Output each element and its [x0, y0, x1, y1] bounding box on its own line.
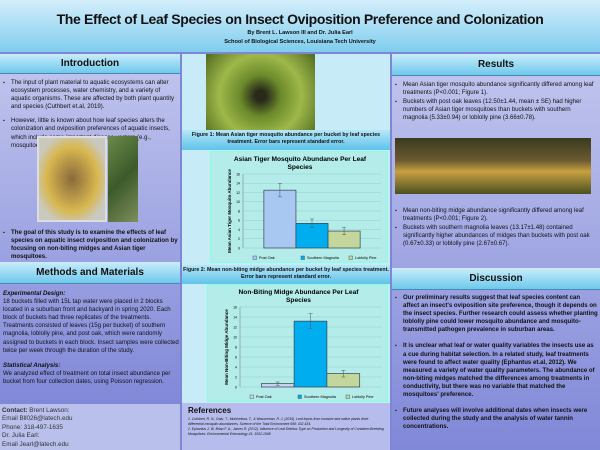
introduction-heading: Introduction — [0, 54, 180, 74]
y-axis-label: Mean Asian Tiger Mosquito Abundance — [227, 169, 232, 253]
bar-southern-magnolia — [293, 320, 328, 388]
y-tick-label: 2 — [235, 375, 237, 379]
contact-label: Contact: — [2, 407, 28, 414]
references-heading: References — [188, 406, 232, 415]
reference-item: 2. Ephantus J. W, Brian F. A., James R. … — [188, 427, 384, 436]
contact-phone: Phone: 318-497-1635 — [2, 423, 63, 431]
affiliation: School of Biological Sciences, Louisiana… — [224, 39, 376, 45]
legend-label: Southern Magnolia — [304, 395, 337, 399]
y-tick-label: 6 — [235, 355, 237, 359]
legend-label: Post Oak — [259, 256, 275, 260]
mosquito-photo — [206, 54, 315, 130]
chart-title: Species — [286, 297, 311, 304]
chart-title: Species — [288, 164, 313, 171]
results-bullet: Mean Asian tiger mosquito abundance sign… — [394, 81, 596, 97]
legend-swatch — [345, 394, 350, 399]
contact-email[interactable]: Email Bll026@latech.edu — [2, 415, 73, 423]
legend-label: Southern Magnolia — [307, 256, 340, 260]
contact-box: Contact: Brent Lawson: Email Bll026@late… — [0, 404, 180, 450]
results-heading: Results — [392, 54, 600, 76]
right-column: Results Mean Asian tiger mosquito abunda… — [392, 54, 600, 450]
legend-swatch — [300, 255, 305, 260]
chart-title: Non-Biting Midge Abundance Per Leaf — [239, 289, 360, 296]
y-tick-label: 12 — [233, 325, 237, 329]
y-tick-label: 4 — [235, 365, 237, 369]
y-tick-label: 4 — [238, 228, 240, 232]
legend-swatch — [297, 394, 302, 399]
contact-line: Brent Lawson: — [29, 407, 70, 414]
authors: By Brent L. Lawson III and Dr. Julia Ear… — [247, 30, 353, 36]
y-tick-label: 0 — [238, 246, 240, 250]
bucket-photo — [37, 136, 107, 222]
stats-text: We analyzed effect of treatment on total… — [3, 369, 171, 385]
bar-post-oak — [263, 189, 297, 249]
chart-title: Asian Tiger Mosquito Abundance Per Leaf — [234, 156, 367, 163]
y-tick-label: 12 — [236, 191, 240, 195]
results-bullet: Mean non-biting midge abundance signific… — [394, 207, 594, 223]
discussion-heading: Discussion — [392, 268, 600, 290]
chart2: Non-Biting Midge Abundance Per Leaf Speci… — [207, 284, 388, 402]
intro-bullet: The input of plant material to aquatic e… — [2, 79, 176, 111]
design-text: 18 buckets filled with 15L tap water wer… — [3, 298, 179, 354]
y-tick-label: 2 — [238, 237, 240, 241]
y-tick-label: 8 — [238, 209, 240, 213]
figure2-caption: Figure 2: Mean non-biting midge abundanc… — [182, 265, 390, 284]
discussion-bullet: Future analyses will involve additional … — [394, 407, 598, 431]
goal-bullet: The goal of this study is to examine the… — [2, 229, 178, 261]
results-bullet: Buckets with southern magnolia leaves (1… — [394, 224, 594, 248]
y-tick-label: 6 — [238, 219, 240, 223]
contact-email[interactable]: Email Jearl@latech.edu — [2, 440, 69, 448]
y-tick-label: 16 — [236, 172, 240, 176]
discussion-bullet: It is unclear what leaf or water quality… — [394, 342, 598, 399]
reference-item: 1. Cuthbert, R. N., Dalu, T., Mutshekwa,… — [188, 417, 369, 426]
contact-line: Dr. Julia Earl: — [2, 432, 40, 440]
y-axis-label: Mean Non-Biting Midge Abundance — [224, 309, 229, 385]
discussion-bullet: Our preliminary results suggest that lea… — [394, 294, 598, 334]
y-tick-label: 10 — [233, 335, 237, 339]
y-tick-label: 16 — [233, 305, 237, 309]
y-tick-label: 0 — [235, 385, 237, 389]
buckets-photo — [395, 138, 591, 194]
left-column: Introduction The input of plant material… — [0, 54, 180, 404]
legend-swatch — [348, 255, 353, 260]
legend-label: Loblolly Pine — [355, 256, 377, 260]
leaf-photo — [108, 136, 138, 222]
methods-heading: Methods and Materials — [0, 262, 180, 284]
y-tick-label: 14 — [233, 315, 237, 319]
figure1-caption: Figure 1: Mean Asian tiger mosquito abun… — [182, 130, 390, 150]
y-tick-label: 10 — [236, 200, 240, 204]
stats-label: Statistical Analysis: — [3, 361, 61, 369]
chart1: Asian Tiger Mosquito Abundance Per Leaf S… — [210, 151, 388, 263]
design-label: Experimental Design: — [3, 290, 66, 297]
legend-swatch — [249, 394, 254, 399]
results-bullet: Buckets with post oak leaves (12.50±1.44… — [394, 98, 596, 122]
references: References 1. Cuthbert, R. N., Dalu, T.,… — [182, 403, 390, 450]
legend-label: Loblolly Pine — [352, 395, 374, 399]
y-tick-label: 14 — [236, 182, 240, 186]
legend-label: Post Oak — [256, 395, 272, 399]
poster-title: The Effect of Leaf Species on Insect Ovi… — [56, 11, 544, 27]
poster-header: The Effect of Leaf Species on Insect Ovi… — [0, 0, 600, 52]
y-tick-label: 8 — [235, 345, 237, 349]
legend-swatch — [252, 255, 257, 260]
